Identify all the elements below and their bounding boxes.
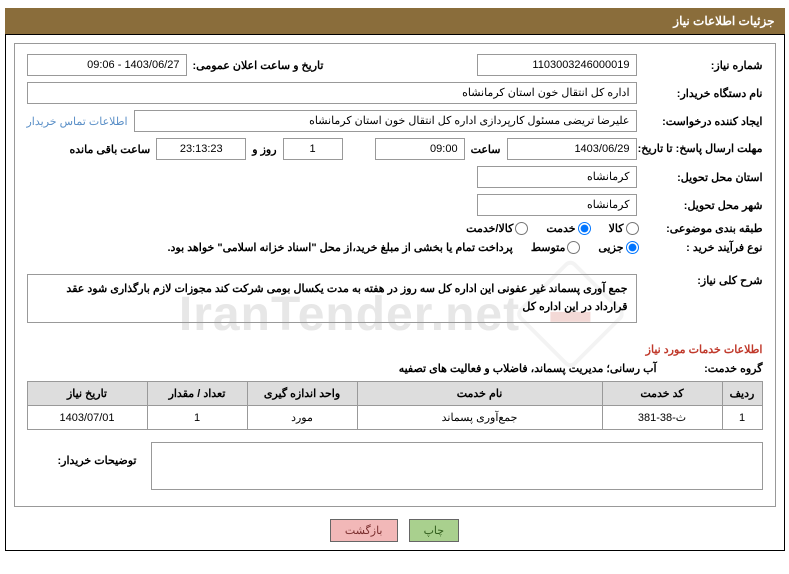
main-panel: IranTender.net شماره نیاز: 1103003246000… [14,43,776,507]
deadline-date: 1403/06/29 [507,138,637,160]
category-opt1[interactable]: کالا [609,222,639,235]
group-value: آب رسانی؛ مدیریت پسماند، فاضلاب و فعالیت… [399,362,657,375]
category-label: طبقه بندی موضوعی: [643,222,763,235]
ptype-opt1[interactable]: جزیی [598,241,638,254]
cell-name: جمع‌آوری پسماند [357,406,602,430]
deadline-days-suffix: روز و [252,143,276,156]
city-value: کرمانشاه [477,194,637,216]
table-header-row: ردیف کد خدمت نام خدمت واحد اندازه گیری ت… [27,382,762,406]
outer-frame: IranTender.net شماره نیاز: 1103003246000… [5,34,785,551]
requester-label: ایجاد کننده درخواست: [643,115,763,128]
buyer-label: نام دستگاه خریدار: [643,87,763,100]
category-opt1-text: کالا [609,222,624,235]
city-label: شهر محل تحویل: [643,199,763,212]
contact-link[interactable]: اطلاعات تماس خریدار [27,115,128,128]
deadline-remain-suffix: ساعت باقی مانده [70,143,151,156]
cell-code: ث-38-381 [602,406,722,430]
buyer-notes-label: توضیحات خریدار: [27,438,137,467]
th-row: ردیف [722,382,762,406]
ptype-opt2[interactable]: متوسط [531,241,581,254]
deadline-label: مهلت ارسال پاسخ: تا تاریخ: [643,142,763,156]
th-qty: تعداد / مقدار [147,382,247,406]
ptype-opt2-text: متوسط [531,241,566,254]
category-opt3-text: کالا/خدمت [466,222,513,235]
th-code: کد خدمت [602,382,722,406]
need-no-value: 1103003246000019 [477,54,637,76]
ptype-label: نوع فرآیند خرید : [643,241,763,254]
deadline-days: 1 [283,138,343,160]
ptype-opt1-text: جزیی [598,241,623,254]
requester-value: علیرضا تریضی مسئول کارپردازی اداره کل ان… [134,110,637,132]
category-opt2[interactable]: خدمت [546,222,590,235]
deadline-time: 09:00 [375,138,465,160]
announce-label: تاریخ و ساعت اعلان عمومی: [193,59,324,72]
buyer-value: اداره کل انتقال خون استان کرمانشاه [27,82,637,104]
announce-value: 1403/06/27 - 09:06 [27,54,187,76]
need-no-label: شماره نیاز: [643,59,763,72]
overview-text: جمع آوری پسماند غیر عفونی این اداره کل س… [27,274,637,323]
panel-header: جزئیات اطلاعات نیاز [5,8,785,34]
deadline-time-label: ساعت [471,143,501,156]
province-label: استان محل تحویل: [643,171,763,184]
group-label: گروه خدمت: [663,362,763,375]
overview-label: شرح کلی نیاز: [643,274,763,287]
services-table: ردیف کد خدمت نام خدمت واحد اندازه گیری ت… [27,381,763,430]
cell-row: 1 [722,406,762,430]
th-date: تاریخ نیاز [27,382,147,406]
ptype-note: پرداخت تمام یا بخشی از مبلغ خرید،از محل … [167,241,512,254]
category-opt2-text: خدمت [546,222,575,235]
cell-date: 1403/07/01 [27,406,147,430]
th-name: نام خدمت [357,382,602,406]
services-section-title: اطلاعات خدمات مورد نیاز [27,343,763,356]
cell-qty: 1 [147,406,247,430]
button-bar: چاپ بازگشت [14,519,776,542]
cell-unit: مورد [247,406,357,430]
deadline-remain: 23:13:23 [156,138,246,160]
buyer-notes-value[interactable] [151,442,763,490]
print-button[interactable]: چاپ [409,519,460,542]
back-button[interactable]: بازگشت [330,519,398,542]
table-row: 1 ث-38-381 جمع‌آوری پسماند مورد 1 1403/0… [27,406,762,430]
th-unit: واحد اندازه گیری [247,382,357,406]
province-value: کرمانشاه [477,166,637,188]
category-opt3[interactable]: کالا/خدمت [466,222,528,235]
